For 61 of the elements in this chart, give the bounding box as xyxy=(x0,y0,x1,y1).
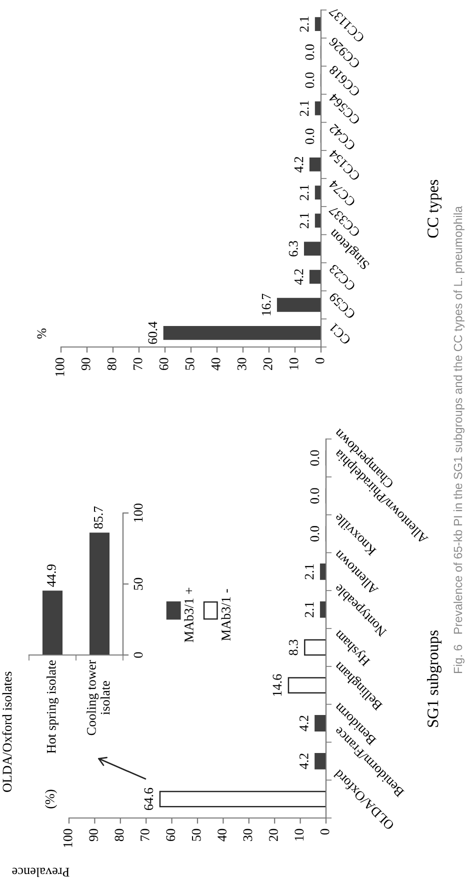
data-label: 0.0 xyxy=(305,72,314,88)
x-tick-label: 60 xyxy=(166,828,176,842)
data-label: 8.3 xyxy=(288,640,298,656)
data-label: 0.0 xyxy=(305,128,314,144)
data-label: 44.9 xyxy=(46,564,56,587)
y-tick-label: 50 xyxy=(134,578,143,590)
data-label: 16.7 xyxy=(262,294,271,316)
data-label: 0.0 xyxy=(310,450,320,466)
data-label: 60.4 xyxy=(148,322,158,344)
y-tick-label: 0 xyxy=(134,652,143,658)
data-label: 6.3 xyxy=(288,240,298,256)
x-tick-label: 90 xyxy=(89,828,98,842)
x-tick-label: 40 xyxy=(218,828,227,842)
legend-label: MAb3/1 - xyxy=(221,589,230,641)
x-tick-label: 40 xyxy=(211,358,220,370)
data-label: 2.1 xyxy=(304,602,314,618)
x-axis-title: Prevalence xyxy=(12,868,70,878)
x-tick-label: 30 xyxy=(237,358,246,370)
caption: Fig. 6 Prevalence of 65-kb PI in the SG1 subgroups and the CC types of L. pneumophila xyxy=(453,206,465,673)
x-tick-label: Hot spring isolate xyxy=(46,660,58,754)
x-tick-label: 20 xyxy=(269,828,278,842)
x-tick-label: 70 xyxy=(140,828,150,841)
legend-label: MAb3/1 + xyxy=(184,588,194,642)
x-tick-label: 0 xyxy=(320,828,330,835)
x-tick-label: 100 xyxy=(63,828,72,848)
data-label: 2.1 xyxy=(300,16,309,32)
data-label: 4.2 xyxy=(294,269,304,285)
x-tick-label: Cooling tower isolate xyxy=(86,660,110,736)
data-label: 2.1 xyxy=(300,100,309,116)
x-tick-label: 50 xyxy=(185,358,194,370)
x-tick-label: 70 xyxy=(133,358,142,370)
data-label: 0.0 xyxy=(305,44,314,60)
y-axis-title: SG1 subgroups xyxy=(427,630,442,727)
data-label: 4.2 xyxy=(299,716,308,732)
text: (%) xyxy=(45,790,57,808)
data-label: 2.1 xyxy=(300,185,309,200)
data-label: 2.1 xyxy=(300,213,309,228)
x-tick-label: 100 xyxy=(55,358,64,376)
y-tick-label: CC1 xyxy=(328,322,352,346)
x-tick-label: 80 xyxy=(107,358,116,370)
x-tick-label: 90 xyxy=(81,358,90,370)
x-tick-label: 30 xyxy=(243,828,252,841)
x-tick-label: 50 xyxy=(192,828,201,841)
data-label: 0.0 xyxy=(310,526,320,542)
data-label: 0.0 xyxy=(310,488,320,504)
data-label: 2.1 xyxy=(304,564,314,580)
data-label: 4.2 xyxy=(299,754,308,770)
data-label: 64.6 xyxy=(144,788,154,810)
x-tick-label: 0 xyxy=(315,358,324,364)
data-label: 85.7 xyxy=(94,506,103,529)
x-tick-label: 10 xyxy=(289,358,298,370)
x-tick-label: 60 xyxy=(159,358,168,370)
data-label: 4.2 xyxy=(294,156,304,172)
y-tick-label: 100 xyxy=(134,504,143,522)
text: OLDA/Oxford isolates xyxy=(2,672,12,792)
text: % xyxy=(37,328,46,339)
data-label: 14.6 xyxy=(272,674,282,696)
x-tick-label: 10 xyxy=(294,828,304,840)
x-tick-label: 80 xyxy=(114,828,124,842)
x-tick-label: 20 xyxy=(263,358,272,370)
y-axis-title: CC types xyxy=(428,180,442,238)
